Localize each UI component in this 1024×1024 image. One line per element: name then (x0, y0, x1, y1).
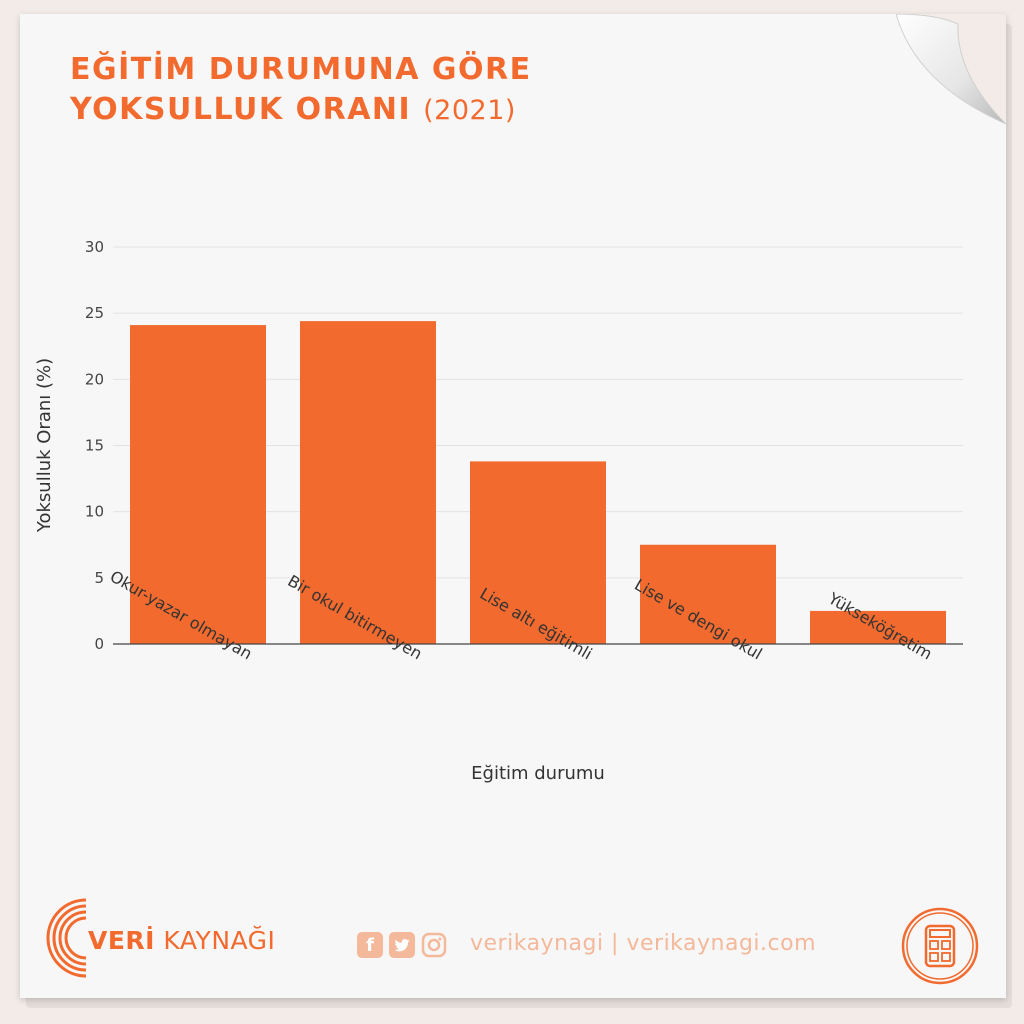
y-tick-label: 5 (94, 569, 104, 587)
y-tick-label: 25 (85, 304, 104, 322)
y-tick-label: 10 (85, 503, 104, 521)
y-tick-label: 20 (85, 370, 104, 388)
bar (640, 544, 776, 644)
bar (130, 325, 266, 644)
y-axis-title: Yoksulluk Oranı (%) (34, 358, 55, 533)
brand-name-strong: VERİ (88, 926, 155, 955)
calculator-icon (901, 907, 979, 985)
y-tick-label: 0 (94, 635, 104, 653)
page-curl (896, 14, 1006, 124)
bar (300, 321, 436, 644)
x-axis-title: Eğitim durumu (471, 763, 605, 784)
chart-title-line2: YOKSULLUK ORANI (2021) (70, 92, 516, 127)
brand-name: VERİ KAYNAĞI (88, 926, 275, 955)
bar (810, 610, 946, 644)
social-icons: f (357, 932, 447, 958)
y-tick-label: 30 (85, 238, 104, 256)
chart-title-line1: EĞİTİM DURUMUNA GÖRE (70, 52, 532, 87)
chart-title-main: YOKSULLUK ORANI (70, 92, 412, 127)
instagram-icon[interactable] (421, 932, 447, 958)
facebook-icon[interactable]: f (357, 932, 383, 958)
y-tick-label: 15 (85, 437, 104, 455)
chart-title-year: (2021) (423, 95, 516, 126)
bar (470, 461, 606, 644)
twitter-icon[interactable] (389, 932, 415, 958)
brand-logo-arcs (46, 898, 87, 978)
social-handle-text: verikaynagi | verikaynagi.com (470, 931, 817, 956)
brand-name-rest: KAYNAĞI (154, 926, 276, 955)
